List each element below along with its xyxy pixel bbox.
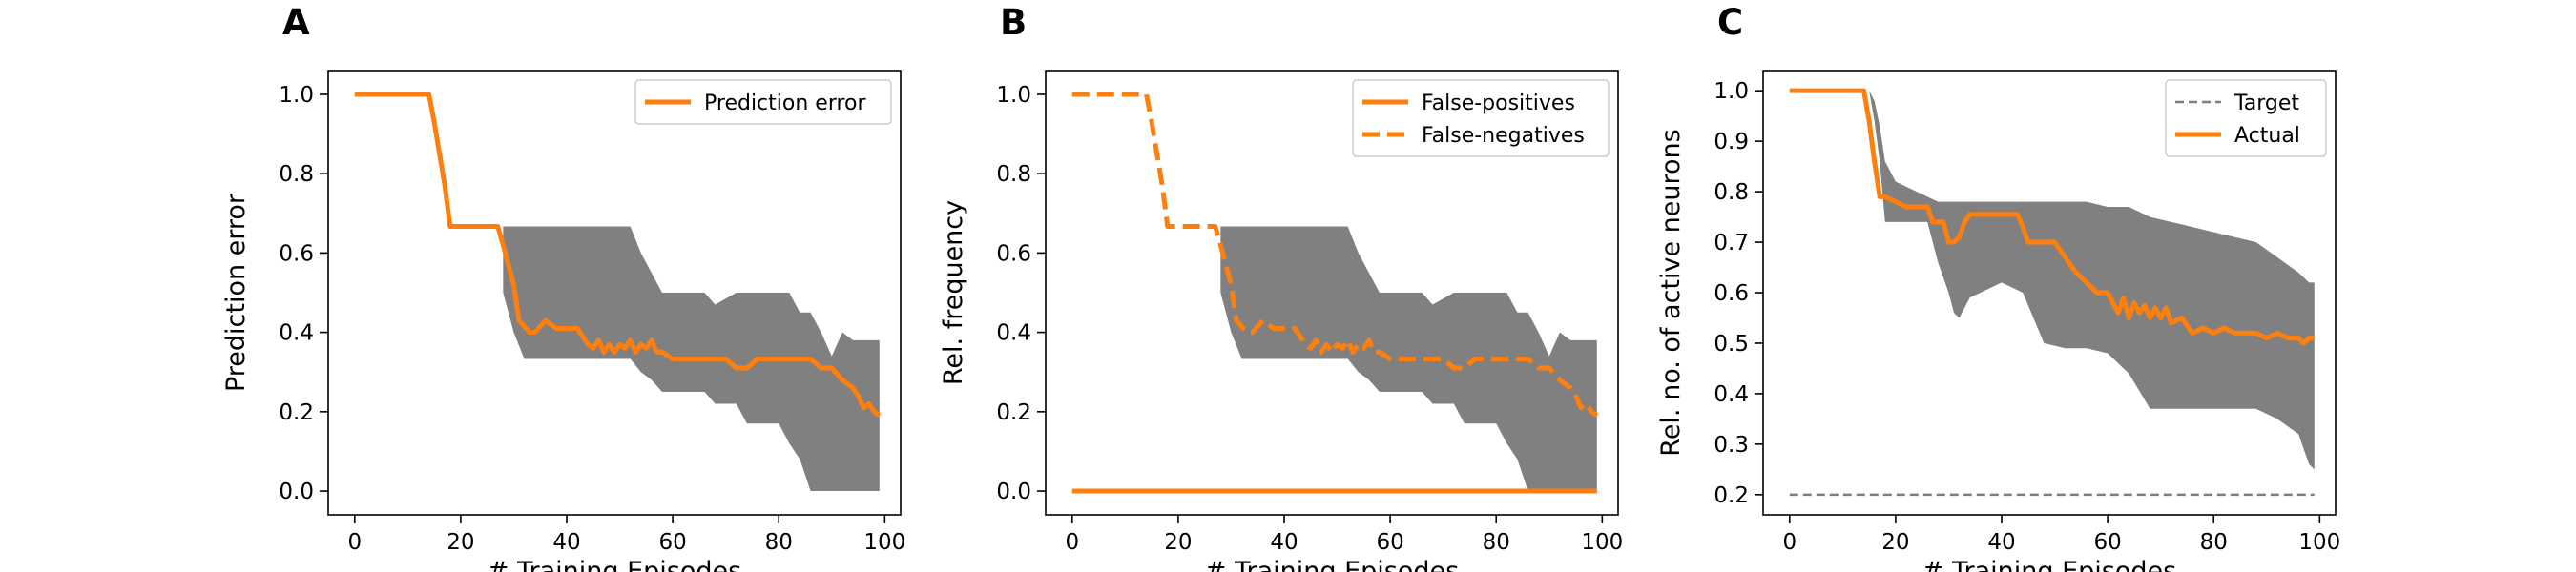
x-tick-label: 80 [2200,530,2228,555]
x-axis-label: # Training Episodes [1205,557,1459,572]
series-line-1 [1789,88,2315,346]
y-tick-label: 1.0 [1714,79,1749,104]
y-tick-label: 0.4 [996,321,1031,346]
x-tick-label: 20 [1881,530,1909,555]
axes-frame [327,70,902,516]
x-tick-label: 0 [347,530,362,555]
y-tick-label: 1.0 [996,83,1031,108]
x-tick-label: 20 [447,530,474,555]
y-axis-label: Prediction error [221,193,251,392]
panel-letter-c: C [1717,2,1743,43]
x-tick-label: 20 [1164,530,1192,555]
y-tick-label: 0.7 [1714,231,1749,255]
x-tick-label: 40 [552,530,580,555]
x-tick-label: 40 [1987,530,2015,555]
y-tick-label: 0.0 [279,480,314,504]
series-line-0 [354,92,882,418]
y-tick-label: 1.0 [279,83,314,108]
legend: Prediction error [634,79,892,125]
y-tick-label: 0.6 [996,241,1031,266]
x-tick-label: 80 [765,530,793,555]
chart-panel-a: 0 20 40 60 80 100 0.0 0.2 0.4 0.6 0.8 1.0 # Training… [221,70,905,572]
y-axis-label: Rel. frequency [939,200,968,385]
x-tick-label: 80 [1483,530,1510,555]
y-tick-label: 0.0 [996,480,1031,504]
legend-box [2165,79,2327,157]
y-tick-label: 0.3 [1714,433,1749,458]
panel-letter-b: B [1000,2,1027,43]
y-axis-label: Rel. no. of active neurons [1656,129,1686,456]
legend-label-0: False-positives [1422,92,1575,115]
panel-letter-a: A [282,2,310,43]
x-tick-label: 40 [1270,530,1298,555]
x-tick-label: 100 [2298,530,2340,555]
legend-box [634,79,892,125]
series-line-1 [1071,92,1599,418]
legend-label-1: False-negatives [1422,124,1585,148]
legend: False-positives False-negatives [1352,79,1610,157]
x-axis-label: # Training Episodes [1922,557,2176,572]
y-tick-label: 0.8 [279,162,314,187]
band-area [1869,91,2315,470]
x-tick-label: 0 [1782,530,1797,555]
y-tick-label: 0.6 [1714,281,1749,306]
y-tick-label: 0.2 [279,400,314,425]
x-tick-label: 100 [863,530,905,555]
y-tick-label: 0.8 [1714,180,1749,205]
x-tick-label: 60 [658,530,686,555]
legend-label-0: Prediction error [704,92,866,115]
y-tick-label: 0.5 [1714,332,1749,357]
legend: Target Actual [2165,79,2327,157]
chart-panel-c: 0 20 40 60 80 100 0.2 0.3 0.4 0.5 0.6 0.7 0.8 0.9 1.0 #… [1656,70,2340,572]
x-tick-label: 60 [1376,530,1403,555]
y-tick-label: 0.4 [1714,382,1749,407]
y-tick-label: 0.6 [279,241,314,266]
legend-label-1: Actual [2234,124,2300,148]
y-tick-label: 0.8 [996,162,1031,187]
plot-area [1071,92,1599,494]
y-tick-label: 0.2 [996,400,1031,425]
x-tick-label: 100 [1581,530,1623,555]
y-tick-label: 0.4 [279,321,314,346]
legend-label-0: Target [2233,92,2299,115]
x-tick-label: 60 [2093,530,2121,555]
legend-box [1352,79,1610,157]
plot-area [1789,88,2315,497]
y-tick-label: 0.2 [1714,483,1749,508]
axes-frame [1045,70,1619,516]
y-tick-label: 0.9 [1714,130,1749,154]
x-tick-label: 0 [1065,530,1079,555]
x-axis-label: # Training Episodes [488,557,741,572]
chart-panel-b: 0 20 40 60 80 100 0.0 0.2 0.4 0.6 0.8 1.0 # Training… [939,70,1623,572]
plot-area [354,92,882,492]
